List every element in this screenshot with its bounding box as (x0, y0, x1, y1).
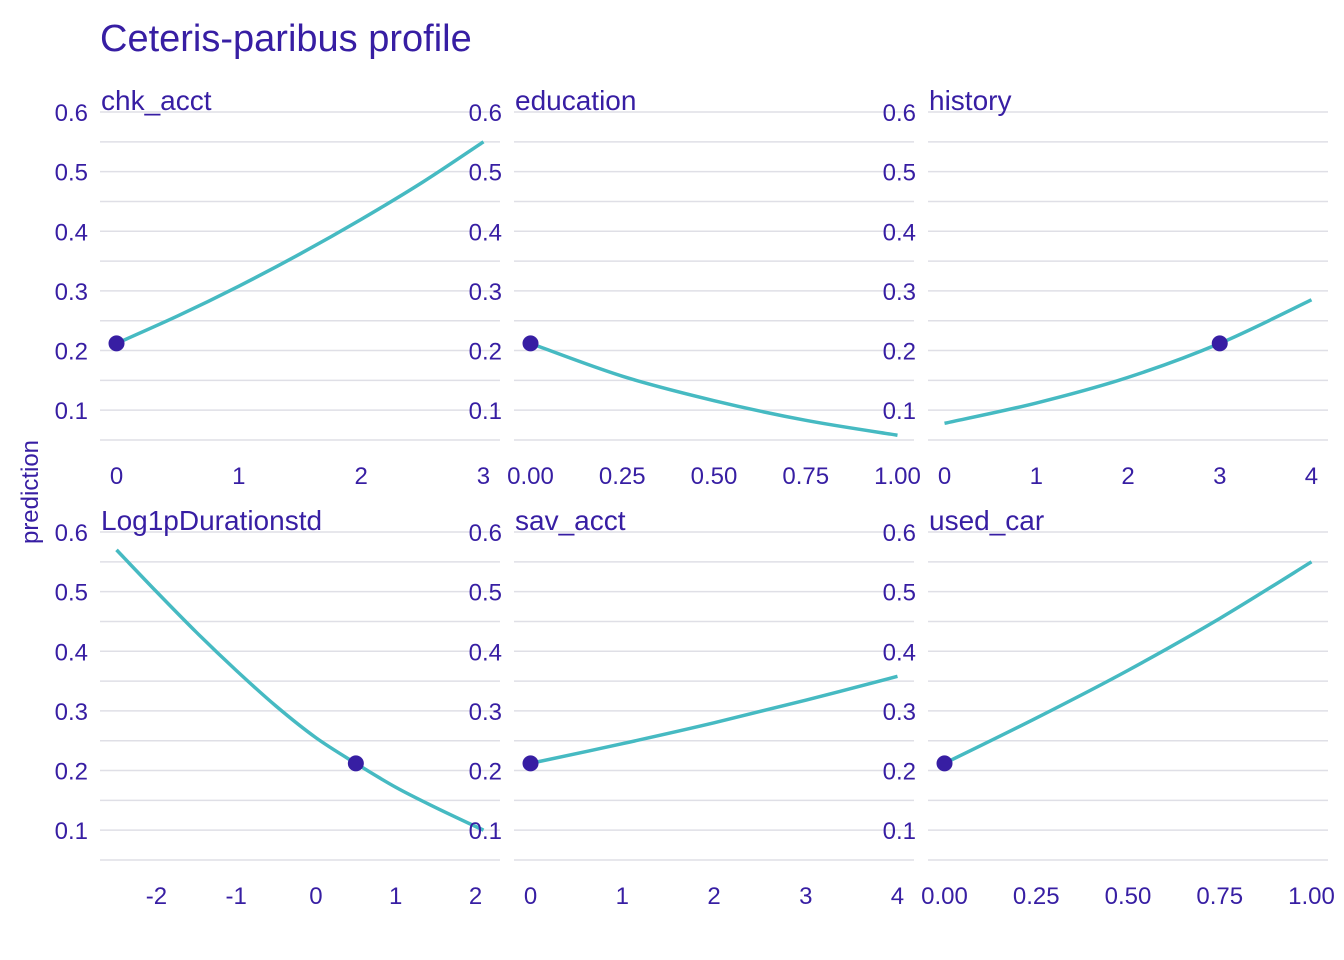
y-tick-label: 0.1 (469, 398, 502, 425)
y-tick-label: 0.6 (469, 520, 502, 547)
y-tick-label: 0.4 (55, 639, 88, 666)
profile-line (529, 341, 898, 437)
x-tick-label: 1.00 (874, 463, 921, 490)
profile-line (944, 298, 1313, 426)
observation-point (936, 755, 953, 772)
facet-panel: history 0.1 0.2 0.3 0.4 0.5 0.6 0 1 2 3 4 (883, 85, 1328, 490)
x-tick-label: 3 (477, 463, 490, 490)
x-tick-label: 1 (232, 463, 245, 490)
x-tick-label: 0.75 (782, 463, 829, 490)
observation-point (522, 335, 539, 352)
x-tick-label: 1 (616, 883, 629, 910)
profile-line (115, 140, 485, 345)
y-tick-label: 0.4 (469, 219, 502, 246)
facet-title: Log1pDurationstd (101, 505, 322, 536)
y-tick-label: 0.3 (469, 279, 502, 306)
x-tick-label: 0.25 (1013, 883, 1060, 910)
x-tick-label: 0.00 (507, 463, 554, 490)
y-tick-label: 0.2 (883, 339, 916, 366)
y-tick-label: 0.2 (469, 759, 502, 786)
y-tick-label: 0.2 (55, 759, 88, 786)
y-tick-label: 0.4 (469, 639, 502, 666)
y-tick-label: 0.1 (55, 818, 88, 845)
facet-title: sav_acct (515, 505, 626, 536)
y-tick-label: 0.6 (55, 100, 88, 127)
observation-point (1211, 335, 1228, 352)
facet-title: chk_acct (101, 85, 212, 116)
y-tick-label: 0.4 (883, 639, 916, 666)
y-tick-label: 0.3 (469, 699, 502, 726)
y-tick-label: 0.4 (55, 219, 88, 246)
observation-point (108, 335, 125, 352)
facet-panel: chk_acct 0.1 0.2 0.3 0.4 0.5 0.6 0 1 2 3 (55, 85, 500, 490)
y-tick-label: 0.5 (55, 160, 88, 187)
observation-point (522, 755, 539, 772)
y-tick-label: 0.5 (883, 580, 916, 607)
x-tick-label: 0.00 (921, 883, 968, 910)
y-tick-label: 0.1 (883, 818, 916, 845)
x-tick-label: 0.75 (1196, 883, 1243, 910)
x-tick-label: 4 (1305, 463, 1318, 490)
y-tick-label: 0.3 (883, 279, 916, 306)
x-tick-label: -1 (226, 883, 247, 910)
y-tick-label: 0.5 (55, 580, 88, 607)
facet-panel: Log1pDurationstd 0.1 0.2 0.3 0.4 0.5 0.6 -2 -1 0 1… (55, 505, 500, 910)
profile-line (115, 548, 485, 832)
facet-title: history (929, 85, 1011, 116)
observation-point (347, 755, 364, 772)
facet-grid: chk_acct 0.1 0.2 0.3 0.4 0.5 0.6 0 1 2 3 education 0… (55, 85, 1335, 910)
x-tick-label: 4 (891, 883, 904, 910)
x-tick-label: 1.00 (1288, 883, 1335, 910)
y-axis-label: prediction (17, 440, 44, 544)
x-tick-label: 3 (799, 883, 812, 910)
x-tick-label: 0.50 (1105, 883, 1152, 910)
x-tick-label: 0.50 (691, 463, 738, 490)
y-tick-label: 0.6 (469, 100, 502, 127)
x-tick-label: 2 (1121, 463, 1134, 490)
facet-panel: used_car 0.1 0.2 0.3 0.4 0.5 0.6 0.00 0.25 0.50 0.… (883, 505, 1335, 910)
x-tick-label: 0 (110, 463, 123, 490)
x-tick-label: 0 (524, 883, 537, 910)
x-tick-label: 3 (1213, 463, 1226, 490)
facet-title: education (515, 85, 636, 116)
y-tick-label: 0.3 (55, 279, 88, 306)
x-tick-label: 0 (309, 883, 322, 910)
x-tick-label: 0.25 (599, 463, 646, 490)
y-tick-label: 0.3 (883, 699, 916, 726)
x-tick-label: 2 (469, 883, 482, 910)
facet-title: used_car (929, 505, 1044, 536)
y-tick-label: 0.4 (883, 219, 916, 246)
x-tick-label: 1 (389, 883, 402, 910)
y-tick-label: 0.5 (469, 160, 502, 187)
y-tick-label: 0.6 (883, 100, 916, 127)
profile-line (530, 674, 898, 766)
y-tick-label: 0.5 (469, 580, 502, 607)
facet-panel: education 0.1 0.2 0.3 0.4 0.5 0.6 0.00 0.25 0.50 0… (469, 85, 921, 490)
profile-line (943, 560, 1313, 765)
y-tick-label: 0.2 (55, 339, 88, 366)
y-tick-label: 0.5 (883, 160, 916, 187)
y-tick-label: 0.1 (55, 398, 88, 425)
x-tick-label: 0 (938, 463, 951, 490)
x-tick-label: 2 (707, 883, 720, 910)
x-tick-label: 2 (354, 463, 367, 490)
y-tick-label: 0.3 (55, 699, 88, 726)
y-tick-label: 0.2 (469, 339, 502, 366)
y-tick-label: 0.2 (883, 759, 916, 786)
x-tick-label: -2 (146, 883, 167, 910)
y-tick-label: 0.6 (883, 520, 916, 547)
y-tick-label: 0.1 (469, 818, 502, 845)
y-tick-label: 0.1 (883, 398, 916, 425)
y-tick-label: 0.6 (55, 520, 88, 547)
facet-panel: sav_acct 0.1 0.2 0.3 0.4 0.5 0.6 0 1 2 3 4 (469, 505, 914, 910)
chart-title: Ceteris-paribus profile (100, 18, 472, 60)
x-tick-label: 1 (1030, 463, 1043, 490)
